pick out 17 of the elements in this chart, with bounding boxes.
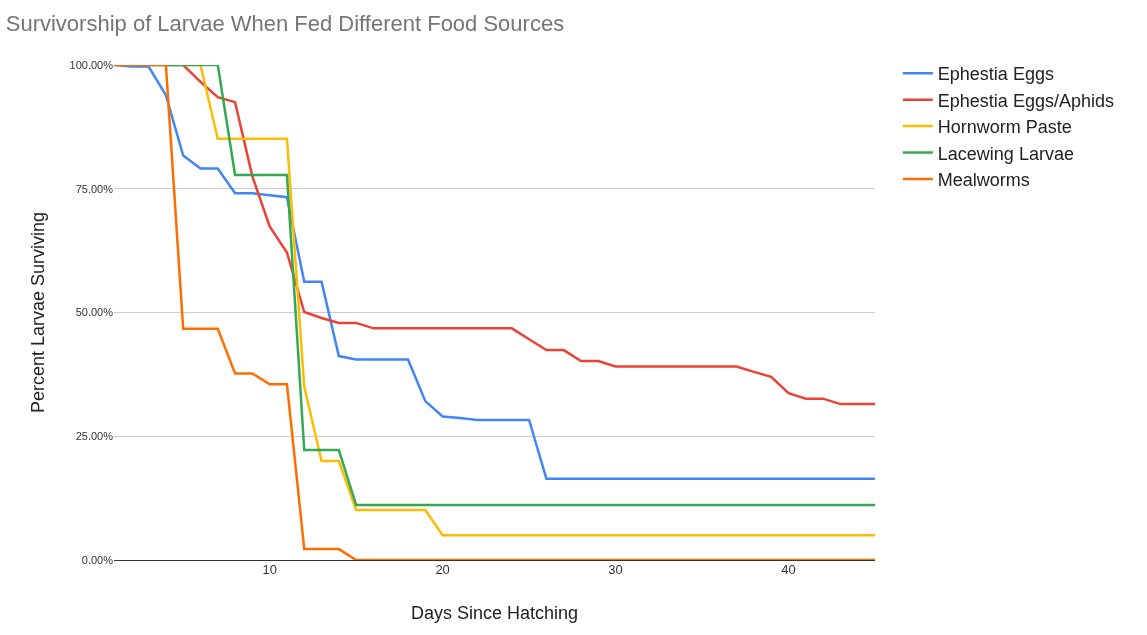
legend-label: Lacewing Larvae [937, 143, 1074, 164]
x-tick-label: 40 [781, 562, 796, 577]
y-tick-label: 100.00% [69, 58, 114, 71]
x-axis-title: Days Since Hatching [410, 603, 579, 624]
x-tick-label: 10 [262, 562, 277, 577]
y-tick-label: 25.00% [75, 430, 114, 443]
y-tick-label: 75.00% [75, 182, 114, 195]
legend-label: Hornworm Paste [937, 117, 1072, 138]
legend-label: Ephestia Eggs [937, 64, 1054, 85]
legend-label: Mealworms [937, 169, 1030, 190]
legend-label: Ephestia Eggs/Aphids [937, 90, 1114, 111]
y-axis-title: Percent Larvae Surviving [27, 211, 48, 414]
x-tick-label: 30 [608, 562, 623, 577]
y-tick-label: 50.00% [75, 306, 114, 319]
x-tick-label: 20 [435, 562, 450, 577]
chart-title: Survivorship of Larvae When Fed Different Food Sources [5, 11, 565, 37]
y-tick-label: 0.00% [81, 553, 114, 566]
